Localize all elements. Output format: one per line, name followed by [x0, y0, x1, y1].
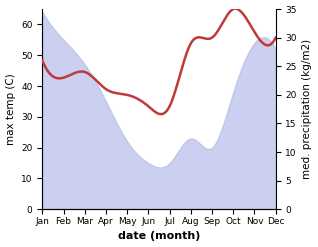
X-axis label: date (month): date (month)	[118, 231, 200, 242]
Y-axis label: med. precipitation (kg/m2): med. precipitation (kg/m2)	[302, 39, 313, 179]
Y-axis label: max temp (C): max temp (C)	[5, 73, 16, 145]
